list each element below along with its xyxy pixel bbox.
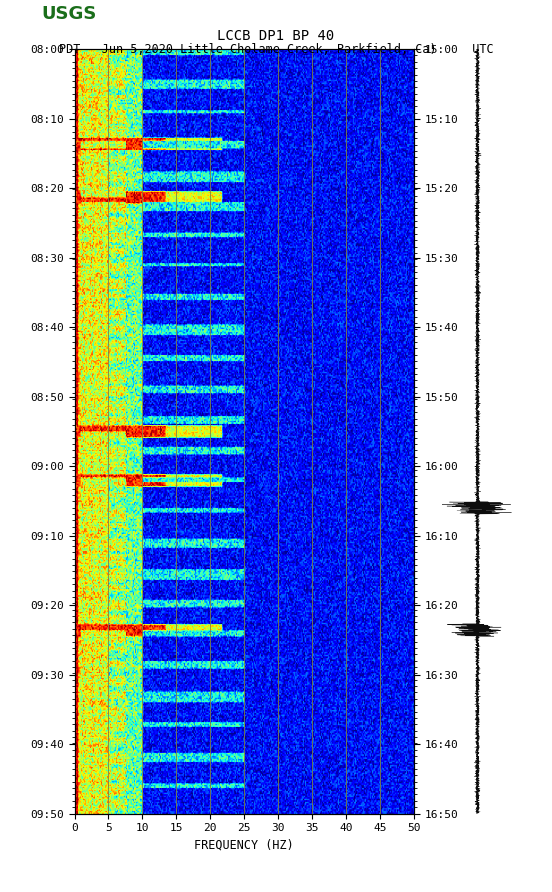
Text: USGS: USGS xyxy=(41,4,97,23)
Text: PDT   Jun 5,2020 Little Cholame Creek, Parkfield, Ca)     UTC: PDT Jun 5,2020 Little Cholame Creek, Par… xyxy=(59,43,493,56)
X-axis label: FREQUENCY (HZ): FREQUENCY (HZ) xyxy=(194,838,294,852)
Text: LCCB DP1 BP 40: LCCB DP1 BP 40 xyxy=(217,29,335,44)
